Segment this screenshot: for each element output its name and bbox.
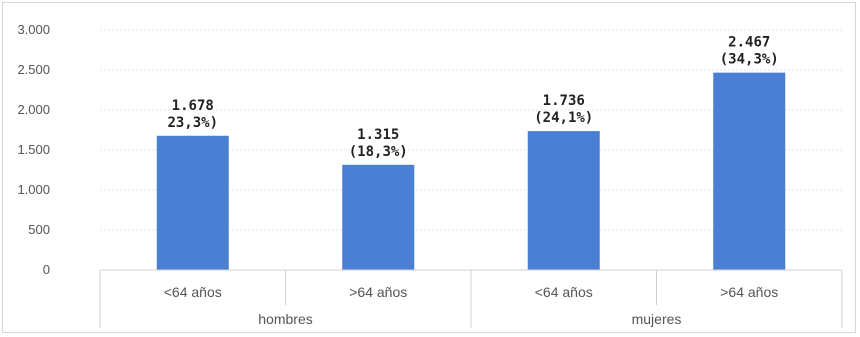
- y-tick-label: 0: [43, 262, 50, 277]
- bar: [156, 135, 229, 270]
- data-label-percent: (18,3%): [349, 144, 408, 160]
- y-tick-label: 2.500: [17, 62, 50, 77]
- y-tick-label: 1.500: [17, 142, 50, 157]
- x-group-label: hombres: [258, 311, 312, 327]
- y-tick-label: 3.000: [17, 22, 50, 37]
- bars: [156, 72, 786, 270]
- data-label-percent: 23,3%): [167, 115, 218, 131]
- data-label-value: 1.315: [357, 127, 399, 143]
- data-label-value: 1.736: [543, 93, 585, 109]
- data-label-percent: (24,1%): [534, 110, 593, 126]
- x-group-label: mujeres: [632, 311, 682, 327]
- bar: [527, 131, 600, 270]
- x-tick-label: <64 años: [535, 284, 593, 300]
- x-tick-label: >64 años: [720, 284, 778, 300]
- y-tick-label: 1.000: [17, 182, 50, 197]
- x-tick-label: <64 años: [164, 284, 222, 300]
- data-label-percent: (34,3%): [720, 52, 779, 68]
- bar: [342, 164, 415, 270]
- x-axis: <64 años >64 años <64 años >64 años hombres m…: [99, 269, 843, 328]
- x-tick-label: >64 años: [349, 284, 407, 300]
- y-tick-label: 500: [28, 222, 50, 237]
- y-axis-ticks: 3.000 2.500 2.000 1.500 1.000 500 0: [17, 22, 50, 277]
- y-tick-label: 2.000: [17, 102, 50, 117]
- data-label-value: 2.467: [728, 35, 770, 51]
- bar: [713, 72, 786, 270]
- data-label-value: 1.678: [172, 98, 214, 114]
